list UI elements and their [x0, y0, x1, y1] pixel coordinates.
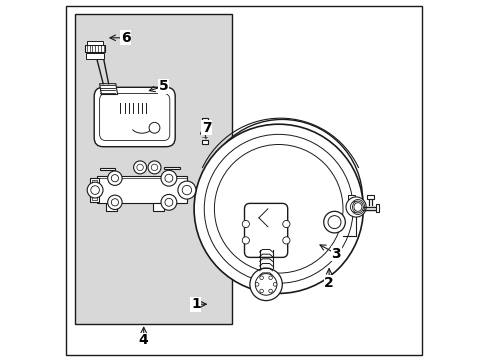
Circle shape	[255, 274, 276, 295]
Circle shape	[349, 201, 361, 213]
Text: 5: 5	[158, 80, 168, 93]
Polygon shape	[100, 168, 115, 170]
Circle shape	[111, 199, 118, 206]
Circle shape	[242, 237, 249, 244]
Circle shape	[148, 161, 161, 174]
Polygon shape	[97, 176, 186, 203]
Bar	[375, 204, 379, 212]
Bar	[86, 53, 104, 59]
Circle shape	[107, 171, 122, 185]
Bar	[87, 41, 103, 45]
Ellipse shape	[214, 144, 342, 273]
Circle shape	[273, 283, 276, 286]
Polygon shape	[100, 84, 117, 94]
Bar	[347, 195, 354, 208]
Ellipse shape	[350, 199, 364, 215]
Circle shape	[268, 276, 272, 280]
Bar	[85, 45, 105, 52]
Polygon shape	[106, 203, 117, 211]
Circle shape	[91, 186, 99, 194]
Circle shape	[111, 175, 118, 182]
Bar	[201, 140, 208, 144]
Circle shape	[327, 216, 340, 229]
Text: 2: 2	[324, 276, 333, 289]
Circle shape	[133, 161, 146, 174]
Circle shape	[259, 276, 263, 280]
Circle shape	[137, 164, 143, 171]
Polygon shape	[163, 167, 179, 169]
Circle shape	[107, 195, 122, 210]
Text: 7: 7	[202, 121, 211, 135]
Polygon shape	[89, 178, 99, 202]
Circle shape	[255, 283, 258, 286]
Ellipse shape	[352, 201, 363, 213]
Circle shape	[149, 122, 160, 133]
Text: 3: 3	[331, 247, 341, 261]
FancyBboxPatch shape	[100, 94, 169, 140]
Circle shape	[164, 198, 172, 206]
Circle shape	[151, 164, 158, 171]
Bar	[75, 14, 231, 324]
Circle shape	[346, 197, 366, 217]
Polygon shape	[91, 180, 97, 200]
Ellipse shape	[202, 120, 362, 280]
Bar	[366, 195, 374, 199]
Circle shape	[178, 181, 196, 199]
Ellipse shape	[353, 203, 361, 211]
Circle shape	[182, 185, 191, 195]
Circle shape	[259, 289, 263, 293]
Circle shape	[249, 268, 282, 301]
Text: 1: 1	[191, 297, 201, 311]
Circle shape	[242, 220, 249, 228]
Circle shape	[164, 174, 172, 182]
Ellipse shape	[194, 124, 363, 293]
Circle shape	[161, 170, 177, 186]
Circle shape	[282, 220, 289, 228]
Circle shape	[161, 194, 177, 210]
Circle shape	[87, 182, 103, 198]
Circle shape	[282, 237, 289, 244]
Text: 4: 4	[139, 333, 148, 347]
Text: 6: 6	[121, 31, 130, 45]
Bar	[202, 118, 207, 124]
FancyBboxPatch shape	[244, 203, 287, 257]
FancyBboxPatch shape	[94, 87, 175, 147]
Circle shape	[323, 211, 345, 233]
Ellipse shape	[204, 134, 352, 283]
Polygon shape	[152, 203, 163, 211]
Circle shape	[268, 289, 272, 293]
